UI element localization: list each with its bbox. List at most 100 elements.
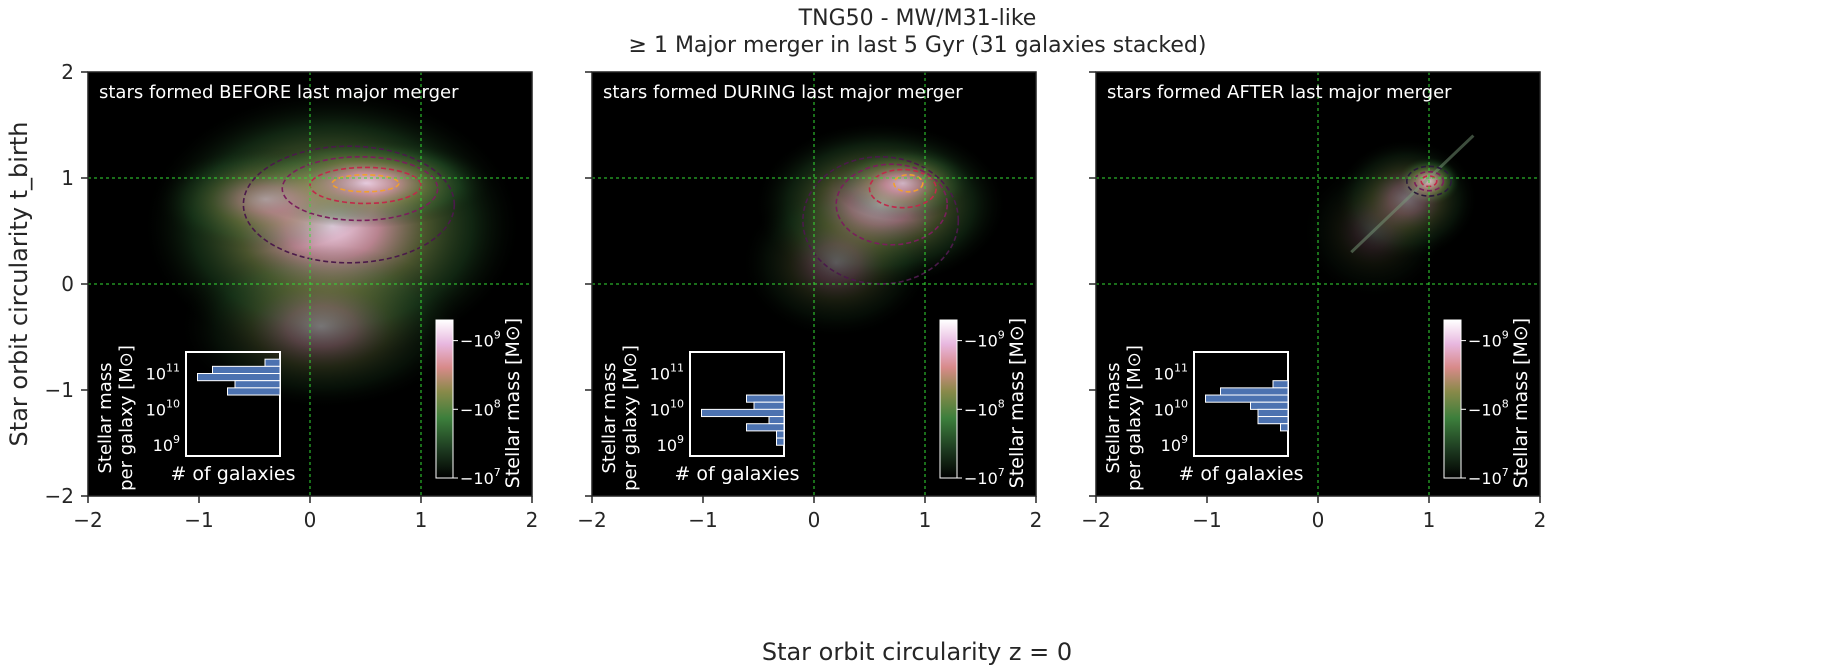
colorbar-tick-label-exp: 8	[1502, 397, 1509, 410]
inset-tick-label: 1010	[1154, 397, 1188, 419]
histogram-bar	[1257, 416, 1289, 425]
histogram-bar	[746, 423, 785, 432]
inset-tick-label: 1011	[1154, 362, 1188, 384]
colorbar-label: Stellar mass [M⊙]	[1006, 318, 1028, 488]
inset-tick-label-exp: 10	[1174, 397, 1188, 410]
density-contour	[1413, 170, 1445, 192]
histogram-bar	[776, 437, 785, 446]
inset-xlabel: # of galaxies	[1178, 463, 1303, 485]
colorbar-tick-label: −109	[460, 329, 501, 351]
x-tick-label: −2	[1081, 508, 1110, 532]
inset-ylabel-2: per galaxy [M⊙]	[1124, 345, 1145, 491]
density-contour	[281, 156, 439, 222]
histogram-bar	[1280, 423, 1289, 432]
inset-ylabel-1: Stellar mass	[1103, 362, 1124, 473]
colorbar-tick-label-base: −10	[1468, 332, 1502, 351]
x-tick-label: 0	[808, 508, 821, 532]
inset-tick-label: 1010	[146, 397, 180, 419]
inset-tick-label-base: 10	[146, 365, 166, 384]
panel-label: stars formed DURING last major merger	[603, 82, 963, 103]
x-tick-label: 2	[1534, 508, 1547, 532]
density-contour	[893, 174, 924, 193]
histogram-bar	[1272, 380, 1289, 389]
figure-title: TNG50 - MW/M31-like	[798, 6, 1037, 31]
inset-tick-label-base: 10	[153, 436, 173, 455]
inset-ylabel-2: per galaxy [M⊙]	[116, 345, 137, 491]
inset-ylabel-2: per galaxy [M⊙]	[620, 345, 641, 491]
colorbar-tick-label-exp: 7	[998, 466, 1005, 479]
histogram-bar	[1205, 394, 1289, 403]
colorbar-tick-label-exp: 7	[494, 466, 501, 479]
x-tick-label: 1	[415, 508, 428, 532]
y-tick-label: 1	[61, 166, 74, 190]
inset-tick-label-base: 10	[650, 365, 670, 384]
histogram-bar	[701, 408, 785, 418]
colorbar: −109−108−107 Stellar mass [M⊙]	[435, 318, 524, 488]
inset-tick-label: 109	[153, 433, 180, 455]
inset-xlabel: # of galaxies	[170, 463, 295, 485]
colorbar-tick-label: −108	[1468, 397, 1509, 419]
x-tick-label: −1	[688, 508, 717, 532]
inset-xlabel: # of galaxies	[674, 463, 799, 485]
colorbar-tick-label: −109	[964, 329, 1005, 351]
panel-after: stars formed AFTER last major merger1011…	[1081, 71, 1547, 532]
histogram-bar	[212, 365, 281, 375]
histogram-bar	[1220, 387, 1289, 396]
x-tick-label: −1	[1192, 508, 1221, 532]
inset-ylabel-1: Stellar mass	[95, 362, 116, 473]
x-tick-label: −1	[184, 508, 213, 532]
colorbar: −109−108−107 Stellar mass [M⊙]	[1443, 318, 1532, 488]
x-tick-label: 1	[1423, 508, 1436, 532]
density-contour	[868, 168, 937, 209]
inset-tick-label-base: 10	[1154, 400, 1174, 419]
colorbar-tick-label-exp: 9	[494, 329, 501, 342]
y-tick-label: −2	[45, 484, 74, 508]
x-tick-label: 0	[304, 508, 317, 532]
y-axis-label: Star orbit circularity t_birth	[5, 122, 33, 447]
inset-tick-label: 1011	[650, 362, 684, 384]
inset-tick-label-base: 10	[650, 400, 670, 419]
colorbar-bar	[1443, 319, 1462, 479]
colorbar-tick-label-base: −10	[460, 469, 494, 488]
colorbar-tick-label-base: −10	[964, 469, 998, 488]
colorbar-tick-label-base: −10	[964, 400, 998, 419]
histogram-bar	[776, 430, 785, 439]
colorbar-tick-label-exp: 7	[1502, 466, 1509, 479]
x-axis-label: Star orbit circularity z = 0	[762, 638, 1072, 666]
x-tick-label: 1	[919, 508, 932, 532]
x-tick-label: −2	[577, 508, 606, 532]
colorbar-tick-label: −109	[1468, 329, 1509, 351]
x-tick-label: 2	[526, 508, 539, 532]
colorbar-bar	[939, 319, 958, 479]
y-tick-label: 0	[61, 272, 74, 296]
colorbar-tick-label-base: −10	[460, 332, 494, 351]
density-contour	[331, 174, 400, 193]
histogram-bar	[234, 380, 281, 389]
colorbar-tick-label-exp: 9	[998, 329, 1005, 342]
colorbar-tick-label-base: −10	[1468, 400, 1502, 419]
colorbar-label: Stellar mass [M⊙]	[502, 318, 524, 488]
colorbar-bar	[435, 319, 454, 479]
density-contour	[835, 163, 949, 246]
colorbar: −109−108−107 Stellar mass [M⊙]	[939, 318, 1028, 488]
histogram-bar	[746, 394, 785, 403]
inset-tick-label: 109	[657, 433, 684, 455]
colorbar-tick-label-base: −10	[460, 400, 494, 419]
inset-tick-label-base: 10	[1154, 365, 1174, 384]
colorbar-tick-label: −107	[460, 466, 501, 488]
panel-before: stars formed BEFORE last major merger101…	[45, 60, 539, 532]
inset-tick-label: 109	[1161, 433, 1188, 455]
histogram-bar	[768, 416, 785, 425]
colorbar-tick-label-exp: 9	[1502, 329, 1509, 342]
inset-frame	[185, 351, 281, 457]
colorbar-tick-label-base: −10	[964, 332, 998, 351]
inset-tick-label-exp: 10	[670, 397, 684, 410]
density-contour	[802, 155, 960, 285]
heatmap-density	[592, 72, 1036, 496]
figure-subtitle: ≥ 1 Major merger in last 5 Gyr (31 galax…	[628, 33, 1207, 58]
inset-tick-label-base: 10	[657, 436, 677, 455]
inset-tick-label-exp: 11	[166, 362, 180, 375]
density-contour	[309, 166, 422, 205]
